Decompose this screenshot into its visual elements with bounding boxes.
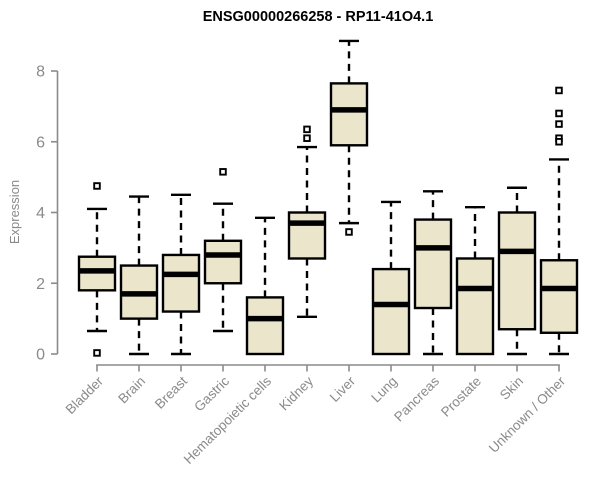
x-category-label: Unknown / Other <box>486 373 569 456</box>
outlier-point <box>219 168 227 176</box>
box-lung <box>371 200 411 356</box>
outlier-point <box>93 349 101 357</box>
iqr-box <box>455 257 495 356</box>
iqr-box <box>539 259 579 334</box>
x-category-label: Prostate <box>438 374 484 420</box>
box-hematopoietic-cells <box>245 216 285 356</box>
iqr-box <box>161 253 201 313</box>
outlier-point <box>555 137 563 146</box>
y-tick-label: 8 <box>36 64 45 81</box>
outlier-point <box>303 134 311 142</box>
y-tick-label: 2 <box>36 276 45 293</box>
outlier-point <box>345 228 353 236</box>
iqr-box <box>413 218 453 310</box>
chart-title: ENSG00000266258 - RP11-41O4.1 <box>202 9 434 25</box>
iqr-box <box>371 267 411 356</box>
y-tick-label: 6 <box>36 134 45 151</box>
box-prostate <box>455 205 495 356</box>
iqr-box <box>287 211 327 260</box>
y-tick-label: 0 <box>36 347 45 364</box>
iqr-box <box>203 239 243 285</box>
box-skin <box>497 186 537 356</box>
outlier-point <box>555 120 563 128</box>
box-pancreas <box>413 190 453 356</box>
outlier-point <box>555 109 563 118</box>
iqr-box <box>497 211 537 331</box>
box-liver <box>329 39 369 236</box>
box-kidney <box>287 125 327 319</box>
x-category-label: Bladder <box>63 373 107 417</box>
box-brain <box>119 195 159 356</box>
iqr-box <box>245 296 285 356</box>
outlier-point <box>93 182 101 190</box>
x-category-label: Pancreas <box>391 373 442 424</box>
box-breast <box>161 193 201 356</box>
y-tick-label: 4 <box>36 205 45 222</box>
box-gastric <box>203 168 243 333</box>
x-category-label: Skin <box>497 374 526 403</box>
y-axis: 0 2 4 6 8 <box>36 64 59 364</box>
x-category-label: Lung <box>368 374 400 406</box>
box-bladder <box>77 182 117 357</box>
x-category-label: Brain <box>115 374 148 407</box>
x-category-label: Breast <box>152 373 190 411</box>
x-category-label: Gastric <box>191 373 232 414</box>
outlier-point <box>303 125 311 134</box>
x-category-label: Kidney <box>276 373 316 413</box>
iqr-box <box>329 82 369 147</box>
x-category-label: Liver <box>327 373 359 405</box>
outlier-point <box>555 86 563 95</box>
box-unknown-other <box>539 86 579 356</box>
